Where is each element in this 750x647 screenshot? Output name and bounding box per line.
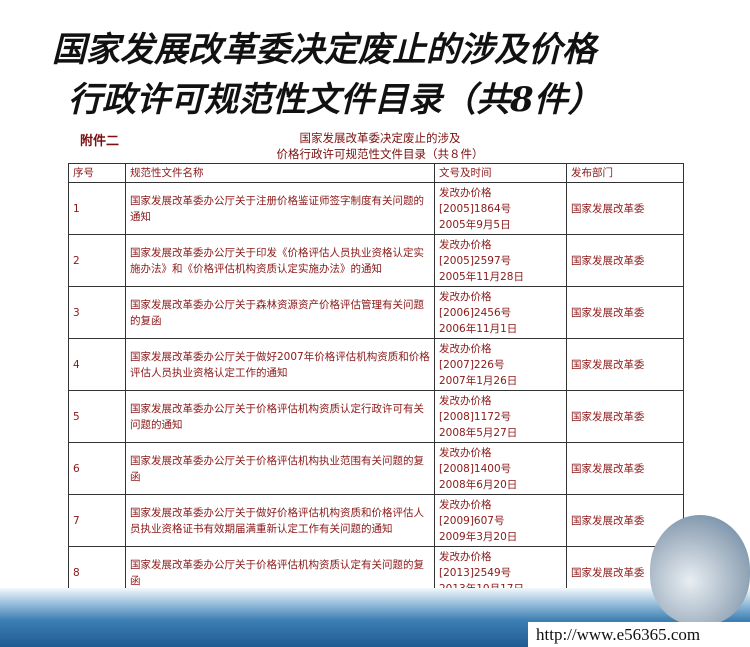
watermark-url: http://www.e56365.com <box>528 622 750 647</box>
doc-date: 2008年5月27日 <box>439 426 518 439</box>
globe-decoration <box>650 515 750 625</box>
cell-doc: 发改办价格 [2007]226号 2007年1月26日 <box>434 338 567 391</box>
cell-no: 4 <box>68 338 126 391</box>
cell-doc: 发改办价格 [2008]1400号 2008年6月20日 <box>434 442 567 495</box>
cell-dept: 国家发展改革委 <box>566 286 684 339</box>
table-row: 7 国家发展改革委办公厅关于做好价格评估机构资质和价格评估人员执业资格证书有效期… <box>68 494 684 547</box>
table-row: 5 国家发展改革委办公厅关于价格评估机构资质认定行政许可有关问题的通知 发改办价… <box>68 390 684 443</box>
cell-doc: 发改办价格 [2006]2456号 2006年11月1日 <box>434 286 567 339</box>
cell-dept: 国家发展改革委 <box>566 234 684 287</box>
doc-date: 2008年6月20日 <box>439 478 518 491</box>
doc-title-line1: 国家发展改革委决定废止的涉及 <box>299 131 461 145</box>
cell-name: 国家发展改革委办公厅关于注册价格鉴证师签字制度有关问题的通知 <box>125 182 435 235</box>
doc-issuer: 发改办价格 <box>439 238 492 251</box>
doc-number: [2013]2549号 <box>439 566 512 579</box>
doc-date: 2005年9月5日 <box>439 218 511 231</box>
doc-issuer: 发改办价格 <box>439 290 492 303</box>
doc-number: [2008]1400号 <box>439 462 512 475</box>
doc-number: [2006]2456号 <box>439 306 512 319</box>
doc-date: 2006年11月1日 <box>439 322 518 335</box>
cell-doc: 发改办价格 [2008]1172号 2008年5月27日 <box>434 390 567 443</box>
doc-issuer: 发改办价格 <box>439 498 492 511</box>
table-row: 3 国家发展改革委办公厅关于森林资源资产价格评估管理有关问题的复函 发改办价格 [… <box>68 286 684 339</box>
cell-doc: 发改办价格 [2005]1864号 2005年9月5日 <box>434 182 567 235</box>
header-doc: 文号及时间 <box>434 163 567 183</box>
header-name: 规范性文件名称 <box>125 163 435 183</box>
doc-date: 2009年3月20日 <box>439 530 518 543</box>
doc-issuer: 发改办价格 <box>439 394 492 407</box>
doc-issuer: 发改办价格 <box>439 186 492 199</box>
doc-number: [2008]1172号 <box>439 410 512 423</box>
cell-name: 国家发展改革委办公厅关于做好价格评估机构资质和价格评估人员执业资格证书有效期届满… <box>125 494 435 547</box>
cell-doc: 发改办价格 [2009]607号 2009年3月20日 <box>434 494 567 547</box>
doc-issuer: 发改办价格 <box>439 342 492 355</box>
cell-no: 5 <box>68 390 126 443</box>
table-row: 1 国家发展改革委办公厅关于注册价格鉴证师签字制度有关问题的通知 发改办价格 [2… <box>68 182 684 235</box>
table-row: 2 国家发展改革委办公厅关于印发《价格评估人员执业资格认定实施办法》和《价格评估… <box>68 234 684 287</box>
cell-dept: 国家发展改革委 <box>566 182 684 235</box>
cell-name: 国家发展改革委办公厅关于价格评估机构执业范围有关问题的复函 <box>125 442 435 495</box>
doc-number: [2005]1864号 <box>439 202 512 215</box>
table-row: 6 国家发展改革委办公厅关于价格评估机构执业范围有关问题的复函 发改办价格 [20… <box>68 442 684 495</box>
doc-issuer: 发改办价格 <box>439 550 492 563</box>
doc-number: [2007]226号 <box>439 358 505 371</box>
header-no: 序号 <box>68 163 126 183</box>
cell-dept: 国家发展改革委 <box>566 494 684 547</box>
documents-table: 序号 规范性文件名称 文号及时间 发布部门 1 国家发展改革委办公厅关于注册价格… <box>68 163 684 599</box>
slide-title-line1: 国家发展改革委决定废止的涉及价格 <box>52 30 596 70</box>
cell-dept: 国家发展改革委 <box>566 442 684 495</box>
cell-name: 国家发展改革委办公厅关于价格评估机构资质认定行政许可有关问题的通知 <box>125 390 435 443</box>
cell-no: 3 <box>68 286 126 339</box>
cell-doc: 发改办价格 [2005]2597号 2005年11月28日 <box>434 234 567 287</box>
table-header: 序号 规范性文件名称 文号及时间 发布部门 <box>68 163 684 183</box>
slide-title-line2: 行政许可规范性文件目录（共8件） <box>68 80 602 120</box>
header-dept: 发布部门 <box>566 163 684 183</box>
cell-no: 2 <box>68 234 126 287</box>
cell-no: 1 <box>68 182 126 235</box>
cell-name: 国家发展改革委办公厅关于做好2007年价格评估机构资质和价格评估人员执业资格认定… <box>125 338 435 391</box>
cell-no: 7 <box>68 494 126 547</box>
doc-number: [2005]2597号 <box>439 254 512 267</box>
doc-issuer: 发改办价格 <box>439 446 492 459</box>
doc-date: 2005年11月28日 <box>439 270 524 283</box>
cell-name: 国家发展改革委办公厅关于印发《价格评估人员执业资格认定实施办法》和《价格评估机构… <box>125 234 435 287</box>
cell-dept: 国家发展改革委 <box>566 390 684 443</box>
doc-date: 2007年1月26日 <box>439 374 518 387</box>
cell-no: 6 <box>68 442 126 495</box>
annex-label: 附件二 <box>80 134 120 149</box>
cell-name: 国家发展改革委办公厅关于森林资源资产价格评估管理有关问题的复函 <box>125 286 435 339</box>
cell-dept: 国家发展改革委 <box>566 338 684 391</box>
table-row: 4 国家发展改革委办公厅关于做好2007年价格评估机构资质和价格评估人员执业资格… <box>68 338 684 391</box>
doc-number: [2009]607号 <box>439 514 505 527</box>
doc-title-line2: 价格行政许可规范性文件目录（共８件） <box>276 147 484 161</box>
